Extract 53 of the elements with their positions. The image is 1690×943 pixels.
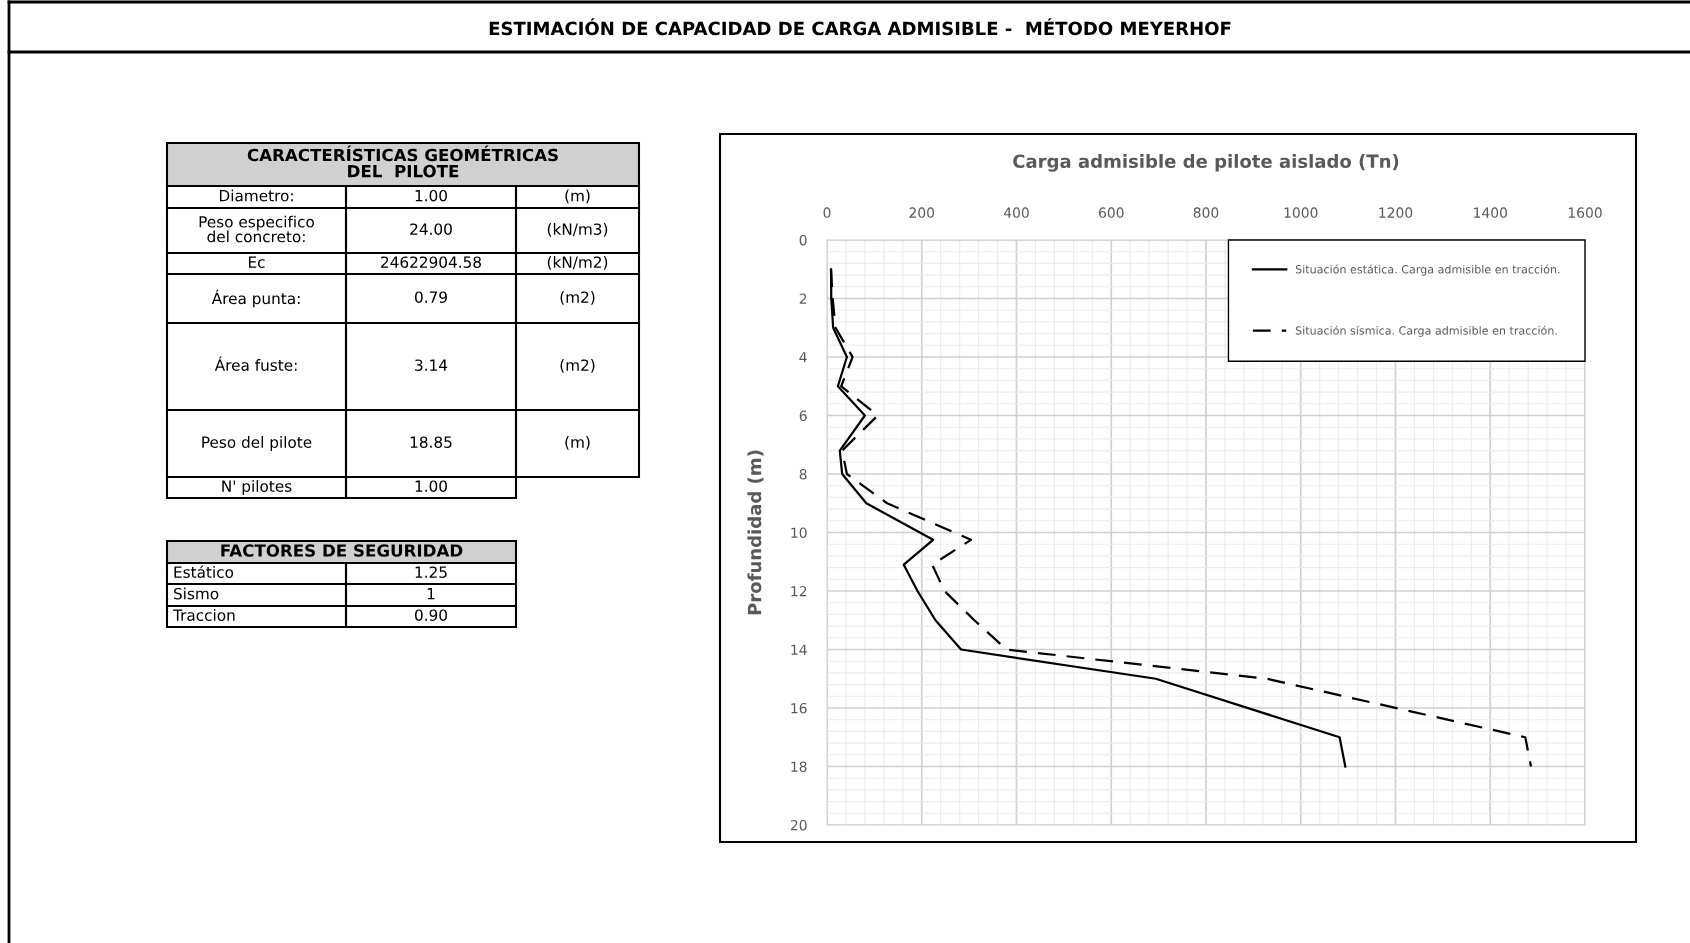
text: Área punta: bbox=[211, 289, 300, 308]
x-tick-label: 1000 bbox=[1284, 207, 1318, 218]
text: (m2) bbox=[560, 291, 595, 305]
text: ESTIMACIÓN DE CAPACIDAD DE CARGA ADMISIBLE - MÉTODO MEYERHOF bbox=[489, 18, 1231, 36]
text: (m) bbox=[565, 189, 590, 204]
y-tick-label: 8 bbox=[799, 468, 807, 480]
text: FACTORES DE SEGURIDAD bbox=[221, 544, 463, 557]
text: Estático bbox=[174, 565, 234, 578]
text: N' pilotes bbox=[222, 480, 292, 495]
x-tick-label: 800 bbox=[1193, 207, 1219, 218]
legend-label: Situación sísmica. Carga admisible en tracción. bbox=[1295, 325, 1557, 337]
y-tick-label: 16 bbox=[791, 702, 807, 714]
text: 24.00 bbox=[410, 223, 452, 235]
text: Área fuste: bbox=[214, 356, 297, 371]
text: Sismo bbox=[174, 587, 219, 600]
x-tick-label: 0 bbox=[823, 207, 831, 218]
text: 1.25 bbox=[415, 566, 447, 578]
text: Ec bbox=[248, 256, 265, 268]
text: 3.14 bbox=[415, 359, 448, 371]
text: 1.00 bbox=[415, 480, 447, 492]
text: CARACTERÍSTICAS GEOMÉTRICAS DEL PILOTE bbox=[247, 145, 558, 178]
x-tick-label: 200 bbox=[909, 207, 935, 218]
text: 1 bbox=[427, 588, 435, 600]
x-tick-label: 600 bbox=[1098, 207, 1124, 218]
y-axis-title: Profundidad (m) bbox=[747, 450, 764, 615]
text: (kN/m2) bbox=[547, 256, 608, 270]
y-tick-label: 4 bbox=[799, 352, 807, 363]
x-tick-label: 400 bbox=[1003, 207, 1029, 218]
y-tick-label: 18 bbox=[791, 761, 807, 772]
text: 0.90 bbox=[415, 609, 447, 621]
y-tick-label: 20 bbox=[790, 819, 807, 831]
text: 24622904.58 bbox=[381, 256, 481, 268]
y-tick-label: 10 bbox=[791, 527, 807, 538]
text: Peso especifico del concreto: bbox=[199, 215, 315, 243]
y-tick-label: 14 bbox=[791, 644, 807, 655]
text: 0.79 bbox=[415, 291, 447, 303]
y-tick-label: 0 bbox=[799, 234, 807, 246]
x-tick-label: 1400 bbox=[1474, 207, 1507, 218]
text: Diametro: bbox=[219, 189, 293, 202]
text: Peso del pilote bbox=[202, 436, 312, 451]
text: (m2) bbox=[560, 359, 595, 373]
x-tick-label: 1200 bbox=[1379, 207, 1413, 218]
chart-title: Carga admisible de pilote aislado (Tn) bbox=[1013, 154, 1399, 172]
text: Traccion bbox=[172, 609, 235, 621]
text: 18.85 bbox=[410, 436, 452, 448]
text: 1.00 bbox=[415, 189, 447, 202]
x-tick-label: 1600 bbox=[1568, 207, 1602, 218]
y-tick-label: 12 bbox=[791, 585, 807, 597]
y-tick-label: 6 bbox=[799, 410, 807, 421]
legend-label: Situación estática. Carga admisible en tracción. bbox=[1295, 264, 1560, 276]
y-tick-label: 2 bbox=[799, 293, 807, 304]
text: (m) bbox=[565, 436, 590, 450]
text: (kN/m3) bbox=[547, 223, 608, 237]
